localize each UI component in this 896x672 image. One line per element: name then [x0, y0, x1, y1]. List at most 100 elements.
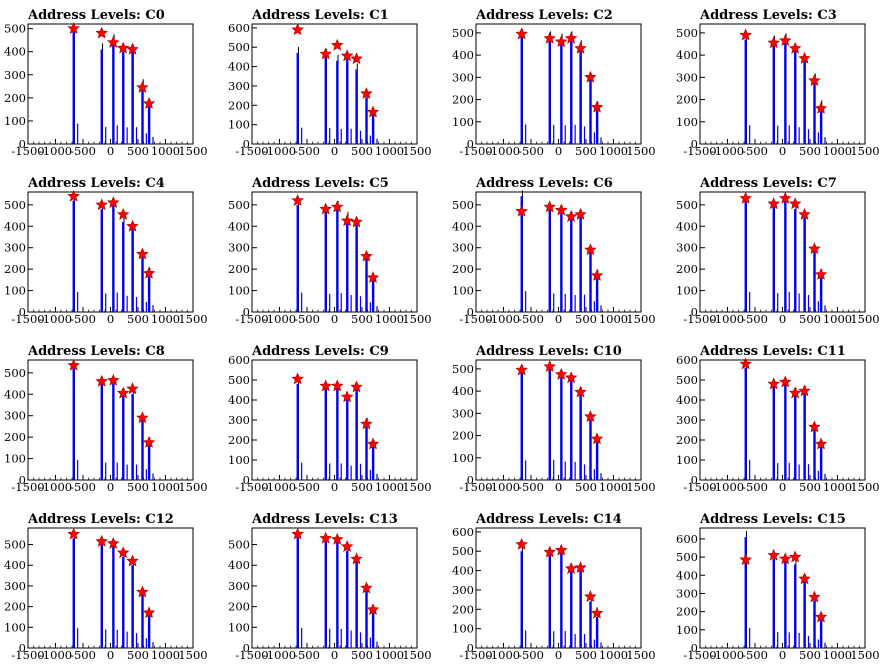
x-tick-label: 500 — [351, 312, 373, 326]
y-tick-label: 200 — [228, 262, 250, 276]
x-tick-label: -1000 — [263, 648, 296, 662]
star-marker — [808, 242, 821, 255]
star-marker — [366, 271, 380, 284]
x-tick-label: -500 — [294, 648, 320, 662]
y-tick-label: 300 — [676, 70, 698, 84]
y-tick-label: 100 — [228, 118, 250, 132]
y-tick-label: 200 — [228, 600, 250, 614]
y-tick-label: 600 — [676, 532, 698, 546]
y-tick-label: 0 — [19, 473, 26, 487]
y-tick-label: 200 — [676, 433, 698, 447]
x-tick-label: 1500 — [402, 480, 431, 494]
star-marker — [564, 371, 578, 384]
y-tick-label: 100 — [452, 284, 474, 298]
star-marker — [126, 382, 139, 395]
star-marker — [340, 390, 354, 403]
x-tick-label: 0 — [555, 144, 562, 158]
y-tick-label: 300 — [4, 68, 26, 82]
star-marker — [106, 536, 120, 549]
star-marker — [543, 545, 556, 558]
chart-panel: Address Levels: C00100200300400500-1500-… — [4, 8, 208, 158]
star-marker — [142, 97, 156, 109]
star-marker — [778, 34, 792, 47]
star-marker — [340, 214, 354, 227]
x-tick-label: 0 — [107, 312, 114, 326]
chart-title: Address Levels: C3 — [699, 8, 837, 23]
x-tick-label: -500 — [742, 144, 768, 158]
x-tick-label: 500 — [575, 312, 597, 326]
y-tick-label: 200 — [4, 430, 26, 444]
star-marker — [136, 411, 149, 424]
x-tick-label: 1500 — [402, 144, 431, 158]
star-marker — [574, 207, 587, 220]
x-tick-label: 1000 — [599, 144, 628, 158]
x-tick-label: 0 — [107, 480, 114, 494]
y-tick-label: 500 — [452, 362, 474, 376]
star-marker — [814, 267, 828, 280]
chart-panel: Address Levels: C12 0 100 200 300 400 500 -1500… — [4, 512, 208, 662]
y-tick-label: 400 — [228, 60, 250, 74]
x-tick-label: -1000 — [487, 648, 520, 662]
x-tick-label: 500 — [575, 648, 597, 662]
chart-title: Address Levels: C13 — [251, 512, 398, 527]
y-tick-label: 0 — [467, 641, 474, 655]
y-tick-label: 300 — [228, 79, 250, 93]
star-marker — [360, 417, 373, 430]
y-tick-label: 300 — [228, 413, 250, 427]
x-tick-label: 1000 — [151, 144, 180, 158]
plot-frame — [475, 527, 642, 649]
star-marker — [798, 207, 811, 220]
y-tick-label: 200 — [4, 600, 26, 614]
y-tick-label: 100 — [228, 284, 250, 298]
x-tick-label: 500 — [799, 480, 821, 494]
x-tick-label: 1000 — [375, 648, 404, 662]
star-marker — [116, 546, 130, 559]
chart-title: Address Levels: C15 — [699, 512, 846, 527]
y-tick-label: 400 — [452, 219, 474, 233]
star-marker — [95, 198, 108, 211]
star-marker — [739, 28, 752, 41]
star-marker — [350, 552, 363, 565]
star-marker — [814, 101, 828, 114]
x-tick-label: 0 — [555, 648, 562, 662]
star-marker — [136, 247, 149, 260]
y-tick-label: 400 — [228, 219, 250, 233]
star-marker — [291, 372, 304, 385]
chart-panel: Address Levels: C60100200300400500-1500-… — [452, 176, 656, 326]
x-tick-label: -1000 — [263, 144, 296, 158]
y-tick-label: 100 — [676, 284, 698, 298]
star-marker — [319, 47, 332, 60]
star-marker — [67, 358, 80, 371]
star-marker — [543, 31, 556, 44]
y-tick-label: 400 — [676, 568, 698, 582]
star-marker — [767, 36, 780, 49]
star-marker — [767, 548, 780, 561]
y-tick-label: 0 — [691, 473, 698, 487]
chart-title: Address Levels: C7 — [699, 176, 837, 191]
x-tick-label: -1500 — [11, 648, 44, 662]
x-tick-label: -1500 — [235, 480, 268, 494]
y-tick-label: 100 — [4, 284, 26, 298]
x-tick-label: -500 — [70, 312, 96, 326]
star-marker — [291, 23, 304, 36]
x-tick-label: 0 — [555, 480, 562, 494]
x-tick-label: -500 — [70, 480, 96, 494]
star-marker — [350, 52, 363, 65]
x-tick-label: 0 — [331, 480, 338, 494]
chart-title: Address Levels: C1 — [251, 8, 389, 23]
y-tick-label: 200 — [4, 91, 26, 105]
y-tick-label: 300 — [676, 586, 698, 600]
chart-title: Address Levels: C4 — [27, 176, 165, 191]
plot-frame — [27, 191, 194, 313]
chart-title: Address Levels: C8 — [27, 344, 165, 359]
chart-panel: Address Levels: C80100200300400500-1500-… — [4, 344, 208, 494]
y-tick-label: 300 — [452, 406, 474, 420]
x-tick-label: 0 — [107, 144, 114, 158]
x-tick-label: -500 — [294, 312, 320, 326]
x-tick-label: 1500 — [626, 480, 655, 494]
star-marker — [798, 572, 811, 585]
x-tick-label: 1000 — [599, 480, 628, 494]
x-tick-label: -1500 — [683, 648, 716, 662]
y-tick-label: 100 — [4, 452, 26, 466]
x-tick-label: -1500 — [683, 312, 716, 326]
